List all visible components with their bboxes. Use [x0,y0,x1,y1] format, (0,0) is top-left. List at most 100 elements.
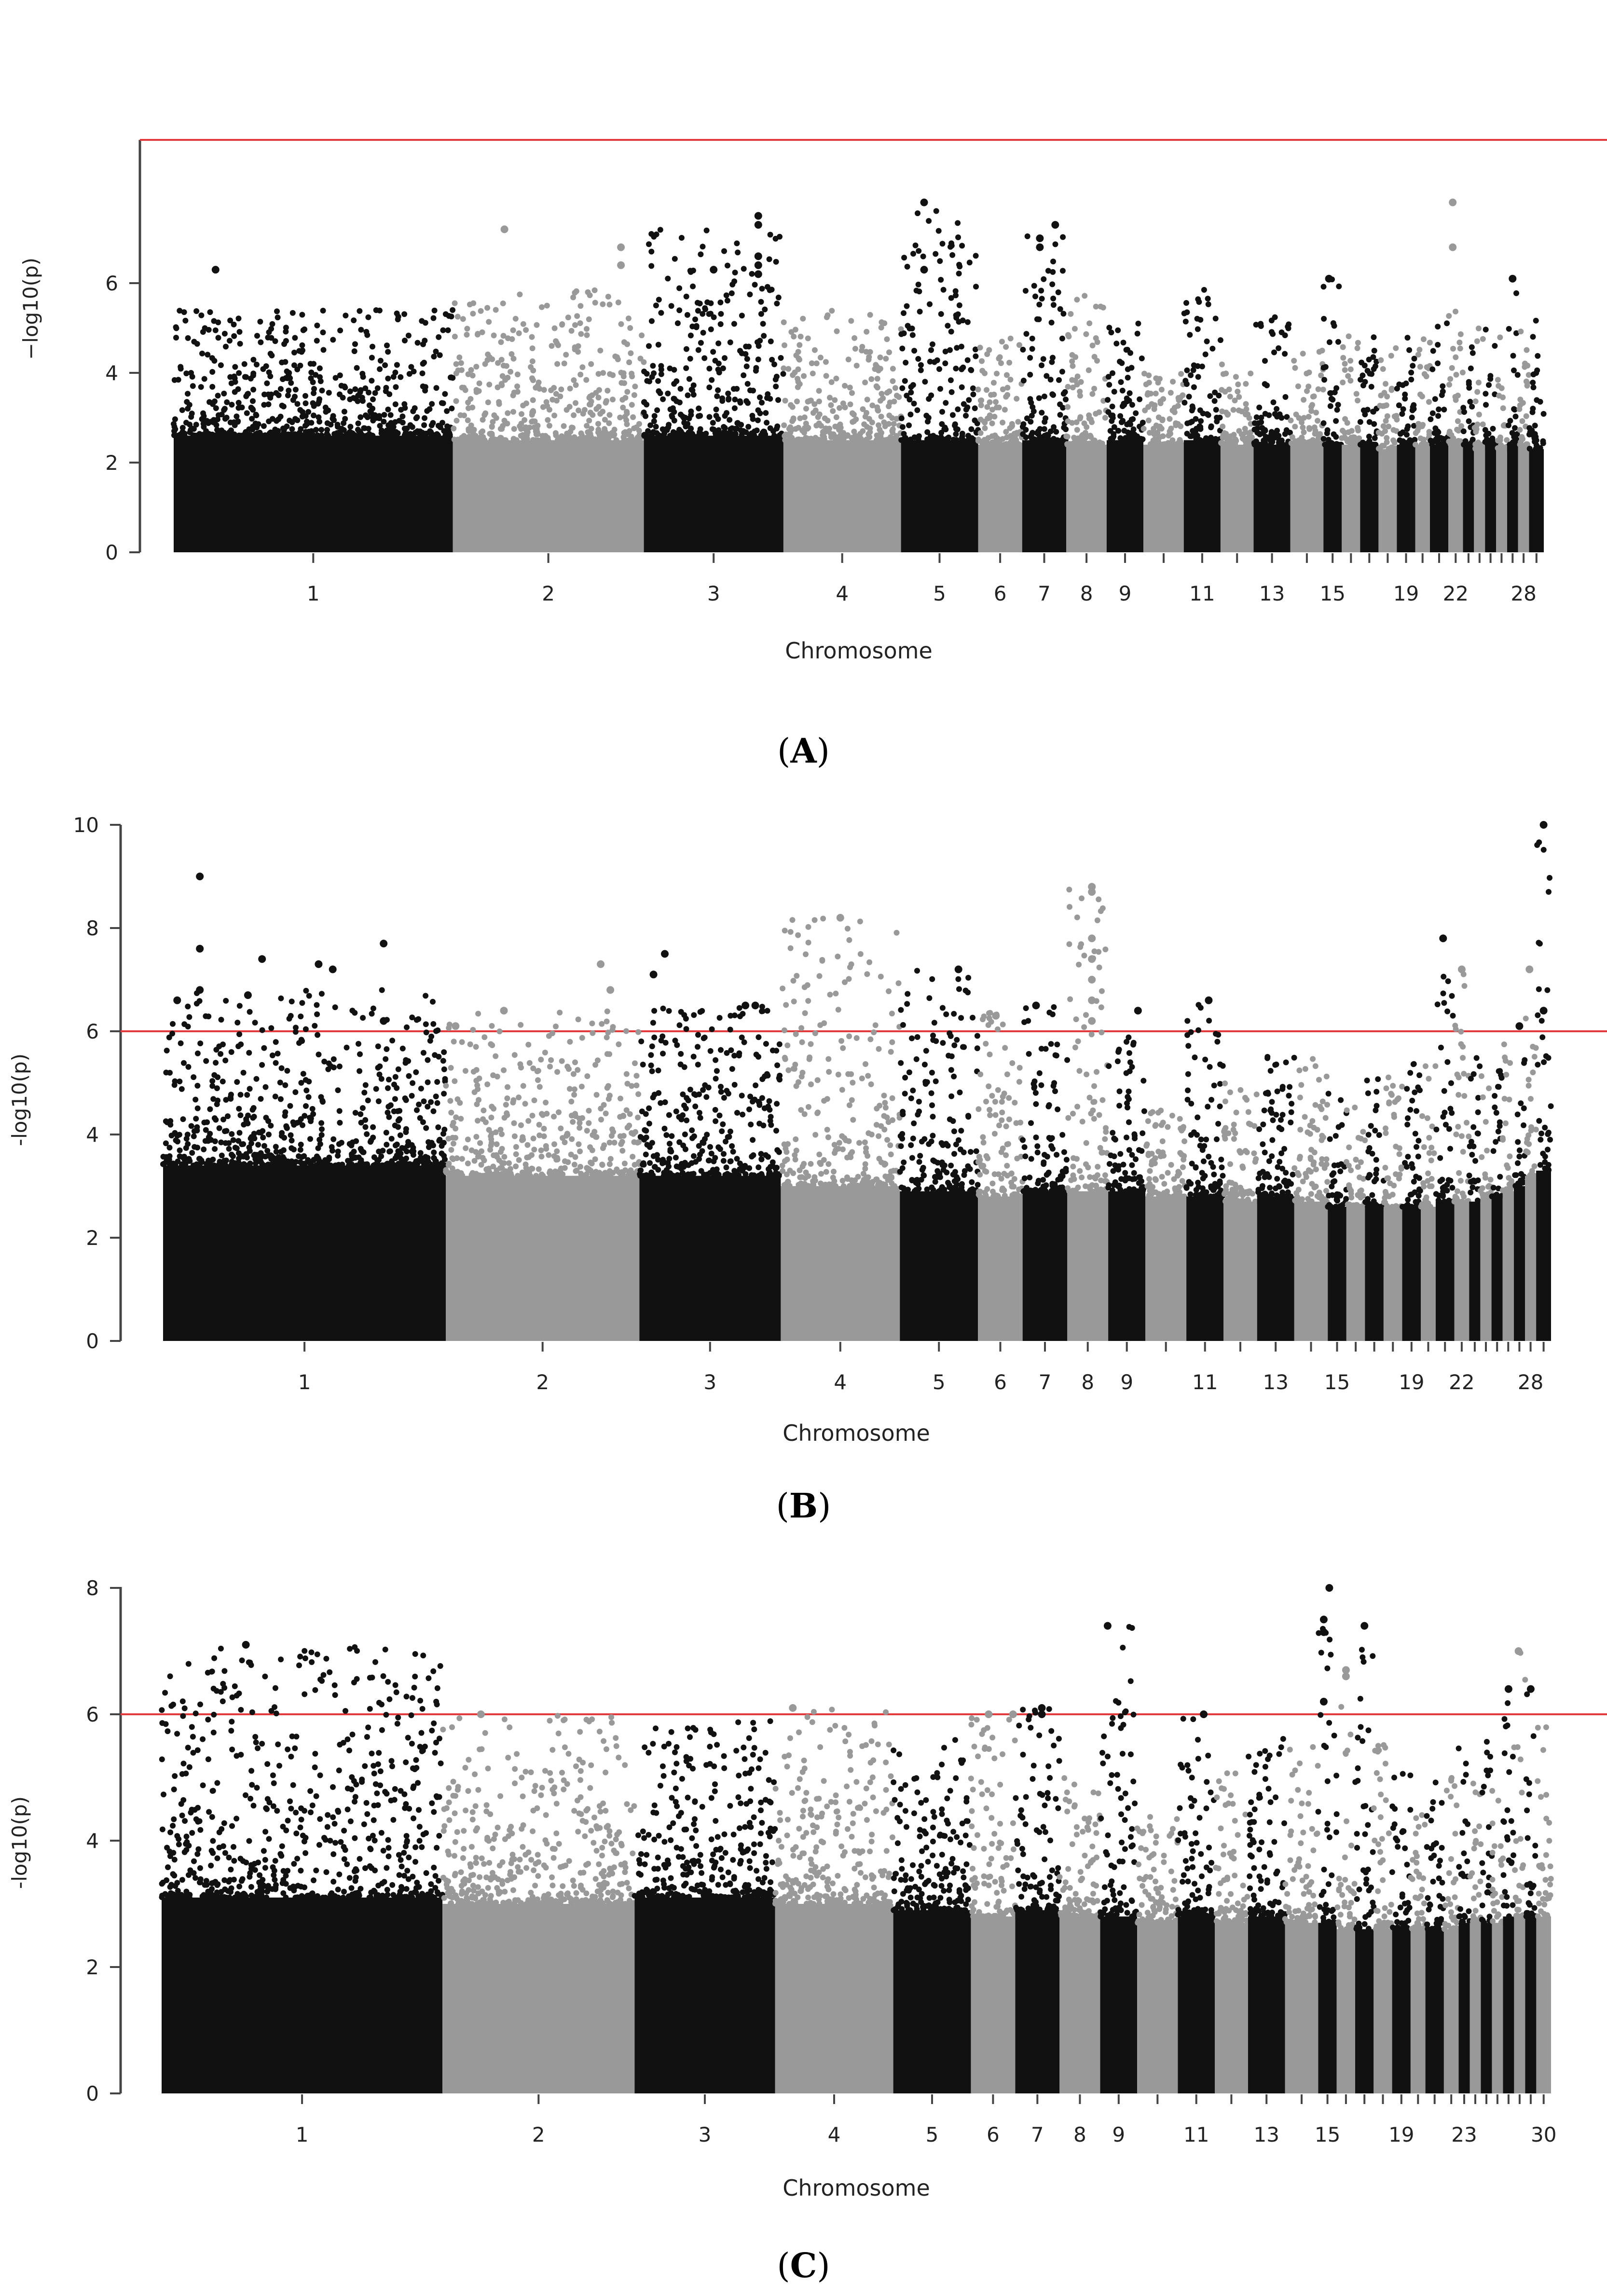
snp-point [1523,441,1529,447]
snp-point [720,1121,726,1127]
snp-point [410,408,416,414]
snp-point [975,437,981,444]
snp-point [170,1021,176,1027]
snp-point [915,281,921,287]
snp-point [620,1133,627,1139]
chromosome-block-27 [1507,444,1518,552]
snp-point [818,1161,824,1167]
snp-point [690,382,697,388]
snp-point [1094,339,1100,345]
snp-point [423,993,429,999]
snp-point [927,301,933,307]
snp-point [236,329,243,335]
snp-point [757,394,763,400]
snp-point [707,1048,714,1054]
snp-point [949,412,956,418]
snp-point [745,400,751,406]
snp-point [306,428,312,435]
snp-point [467,301,473,308]
snp-point [1071,326,1078,332]
snp-point [696,413,701,419]
snp-point [490,419,496,425]
snp-point [1396,402,1402,409]
snp-point [1530,334,1536,340]
snp-point [422,338,428,344]
snp-point [1102,415,1108,421]
snp-point [577,437,584,443]
snp-point [676,1139,683,1145]
snp-point [627,325,633,331]
snp-point [1029,412,1035,419]
snp-point [210,1156,216,1162]
snp-point [1375,446,1382,452]
snp-point [1506,326,1512,332]
snp-point [744,381,751,387]
snp-point [994,370,1000,377]
snp-point [955,311,961,317]
snp-point [1360,372,1366,379]
snp-point [277,413,284,420]
snp-point [235,386,241,392]
snp-point [485,1172,491,1178]
snp-point [968,426,975,432]
snp-point [401,425,408,432]
snp-point [335,1148,341,1155]
snp-point [554,437,561,443]
snp-point [982,370,988,376]
snp-point [1080,434,1086,440]
snp-point [510,1097,517,1103]
snp-point [1444,320,1450,327]
snp-point [557,1010,563,1016]
snp-point [778,355,784,361]
snp-point [687,1086,693,1093]
snp-point [1166,433,1172,438]
snp-point [360,374,366,380]
snp-point [1282,351,1288,357]
snp-point [850,1080,856,1086]
snp-point [739,313,745,319]
snp-point [824,1127,830,1133]
snp-point [816,388,822,394]
snp-point [450,1140,456,1147]
snp-point [439,1150,445,1157]
snp-point [285,392,291,398]
snp-point [715,1144,722,1150]
snp-point [325,407,331,413]
snp-point [299,312,305,318]
snp-point [840,437,846,443]
chromosome-block-2 [446,1175,640,1341]
snp-point [291,349,297,355]
snp-point [465,371,471,377]
snp-point [290,1119,296,1125]
snp-point [474,1101,480,1107]
snp-point [1384,413,1390,419]
snp-point [758,1156,765,1162]
snp-point [1335,402,1341,408]
snp-point [508,369,514,375]
snp-point [468,367,474,373]
snp-point [300,1122,305,1128]
snp-point [478,1162,484,1168]
snp-point [1347,378,1354,384]
snp-point [308,369,315,376]
snp-point [275,392,282,398]
snp-point [898,326,904,332]
snp-point [1495,377,1501,383]
snp-point [1386,424,1392,430]
snp-point [218,1051,224,1057]
snp-point [877,397,883,404]
snp-point [736,1172,742,1178]
snp-point [261,1143,267,1149]
snp-point [543,1099,549,1106]
snp-point [281,341,288,347]
snp-point [440,327,446,333]
snp-point [1119,360,1125,366]
snp-point [801,414,808,421]
snp-point [523,1165,529,1171]
snp-point [724,1050,730,1056]
snp-point [360,1015,366,1021]
snp-point [1140,425,1147,432]
snp-point [1110,412,1116,419]
snp-point [651,418,657,424]
snp-point [588,361,594,367]
